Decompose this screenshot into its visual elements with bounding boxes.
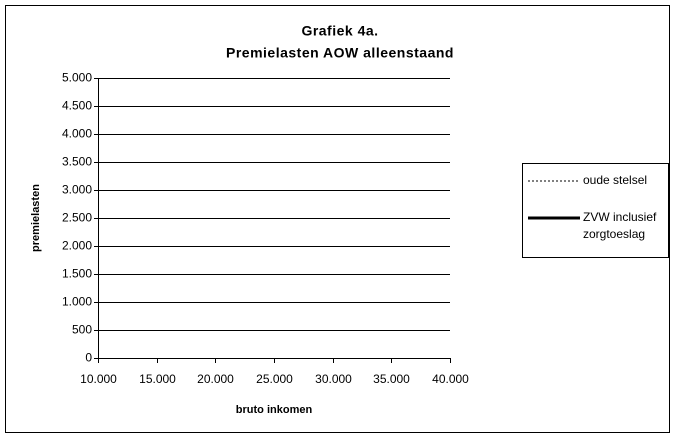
y-tick-label: 1.500: [62, 267, 92, 281]
y-tick-label: 500: [72, 323, 92, 337]
y-tick-label: 0: [85, 351, 92, 365]
x-tick-label: 30.000: [315, 372, 352, 386]
legend-label: oude stelsel: [583, 173, 648, 187]
y-tick-label: 4.500: [62, 99, 92, 113]
y-tick-label: 2.500: [62, 211, 92, 225]
x-tick-label: 20.000: [197, 372, 234, 386]
x-tick-label: 40.000: [432, 372, 469, 386]
x-tick-label: 35.000: [373, 372, 410, 386]
x-axis-label: bruto inkomen: [236, 404, 313, 416]
legend-box: [522, 163, 669, 258]
y-tick-label: 3.000: [62, 183, 92, 197]
y-tick-label: 1.000: [62, 295, 92, 309]
y-axis-label: premielasten: [30, 184, 42, 252]
y-tick-label: 2.000: [62, 239, 92, 253]
x-tick-label: 15.000: [139, 372, 176, 386]
chart-title: Grafiek 4a.: [301, 23, 378, 39]
legend-label: ZVW inclusief zorgtoeslag: [583, 210, 657, 241]
x-tick-label: 10.000: [80, 372, 117, 386]
y-tick-label: 4.000: [62, 127, 92, 141]
y-tick-label: 5.000: [62, 71, 92, 85]
y-tick-label: 3.500: [62, 155, 92, 169]
chart-subtitle: Premielasten AOW alleenstaand: [226, 45, 454, 61]
x-tick-label: 25.000: [256, 372, 293, 386]
